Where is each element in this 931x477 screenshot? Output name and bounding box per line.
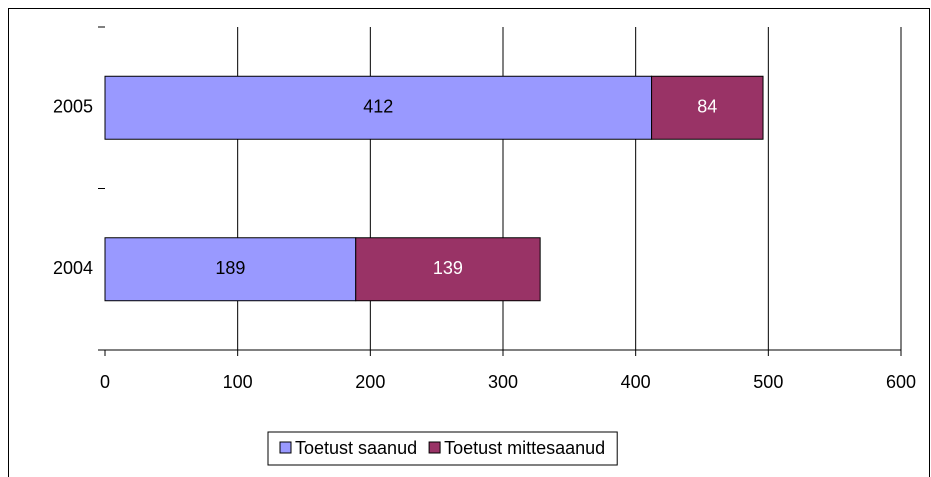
data-label: 84: [697, 97, 717, 117]
x-tick-label: 600: [886, 372, 916, 392]
bar-segment: [651, 75, 764, 140]
data-label: 412: [363, 97, 393, 117]
legend-label: Toetust saanud: [295, 438, 417, 458]
x-tick-label: 200: [355, 372, 385, 392]
legend-swatch: [279, 441, 292, 454]
x-tick-label: 500: [753, 372, 783, 392]
y-tick-label: 2004: [53, 258, 93, 278]
legend: [267, 431, 618, 466]
bar-segment: [355, 237, 541, 302]
legend-swatch: [428, 441, 441, 454]
x-tick-label: 400: [621, 372, 651, 392]
legend-label: Toetust mittesaanud: [444, 438, 605, 458]
bar-segment: [104, 75, 653, 140]
x-tick-label: 300: [488, 372, 518, 392]
x-tick-label: 0: [100, 372, 110, 392]
data-label: 139: [433, 258, 463, 278]
y-tick-label: 2005: [53, 97, 93, 117]
data-label: 189: [215, 258, 245, 278]
x-tick-label: 100: [223, 372, 253, 392]
